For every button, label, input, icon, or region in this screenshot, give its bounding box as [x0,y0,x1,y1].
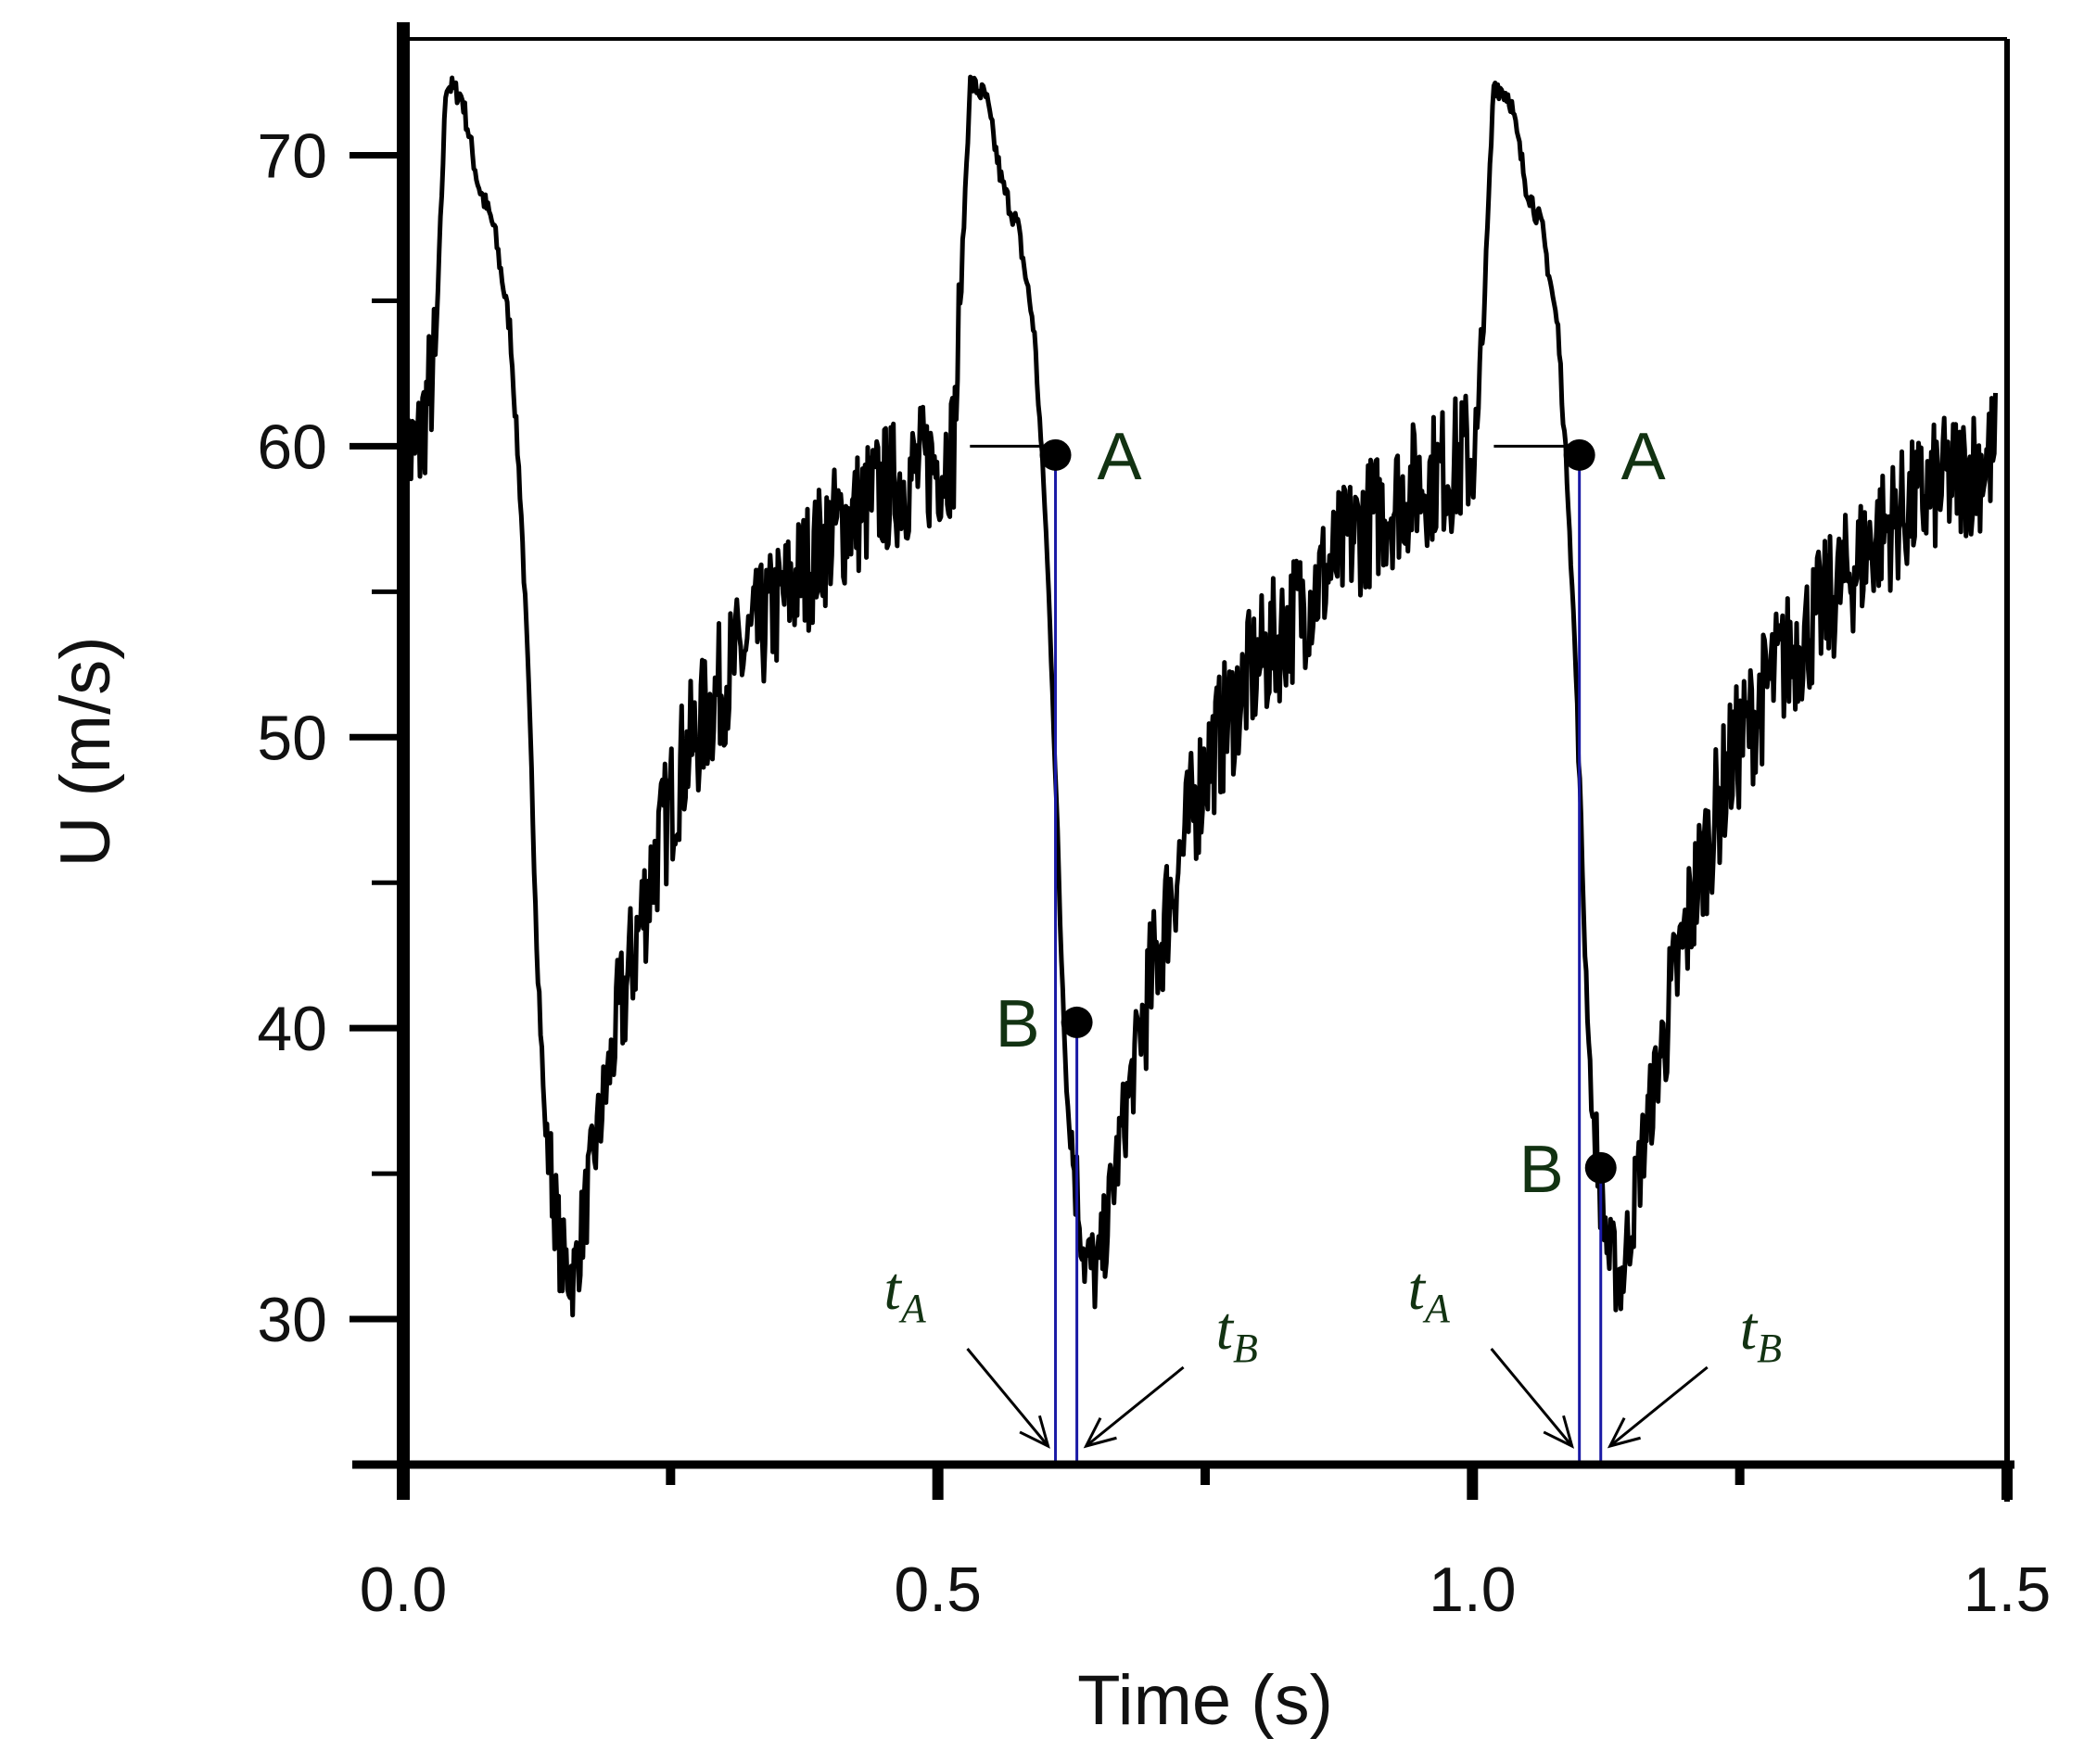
y-axis-title: U (m/s) [46,636,125,867]
time-label-symbol: t [884,1255,903,1323]
time-arrow-2-head [1083,1417,1117,1449]
x-tick-label-0: 0.0 [360,1555,448,1625]
x-tick-label-0.5: 0.5 [894,1555,982,1625]
time-label-symbol: t [1740,1295,1759,1363]
time-label-symbol: t [1216,1295,1235,1363]
point-label-b-4: B [1519,1133,1564,1207]
time-label-subscript: B [1233,1326,1258,1371]
point-b-2 [1061,1006,1093,1038]
point-label-a-3: A [1621,420,1666,494]
x-tick-label-1: 1.0 [1429,1555,1517,1625]
y-tick-label-40: 40 [257,994,327,1064]
time-label-subscript: A [898,1286,927,1331]
time-arrow-3-shaft [1490,1348,1573,1447]
guide-lines-group [970,444,1603,1465]
labels-group: 30 40 50 60 70 0.0 0.5 1.0 1.5 Time (s) U (m/s) A B A… [46,121,2051,1740]
x-axis-title: Time (s) [1077,1661,1333,1740]
time-label-ta-3: tA [1408,1255,1451,1331]
point-label-b-2: B [996,987,1040,1061]
time-label-subscript: B [1757,1326,1782,1371]
velocity-trace-group [400,74,1998,1318]
y-tick-label-30: 30 [257,1285,327,1355]
point-a-1 [1039,438,1072,471]
time-arrow-2-shaft [1085,1365,1185,1448]
point-a-3 [1563,438,1595,471]
ticks-group [349,152,2013,1500]
time-arrow-1-shaft [966,1348,1049,1447]
time-label-subscript: A [1422,1286,1451,1331]
time-arrow-4-shaft [1608,1365,1709,1448]
velocity-series-line [400,74,1998,1318]
time-label-symbol: t [1408,1255,1427,1323]
point-label-a-1: A [1098,420,1142,494]
time-arrow-3-head [1543,1415,1575,1449]
x-tick-label-1.5: 1.5 [1963,1555,2052,1625]
time-label-tb-2: tB [1216,1295,1258,1371]
time-label-tb-4: tB [1740,1295,1782,1371]
y-tick-label-50: 50 [257,703,327,773]
y-tick-label-60: 60 [257,412,327,482]
time-arrow-4-head [1607,1417,1641,1449]
time-label-ta-1: tA [884,1255,927,1331]
annotations-group [966,438,1709,1449]
y-tick-label-70: 70 [257,121,327,192]
time-arrow-1-head [1019,1415,1050,1449]
point-b-4 [1584,1151,1617,1184]
